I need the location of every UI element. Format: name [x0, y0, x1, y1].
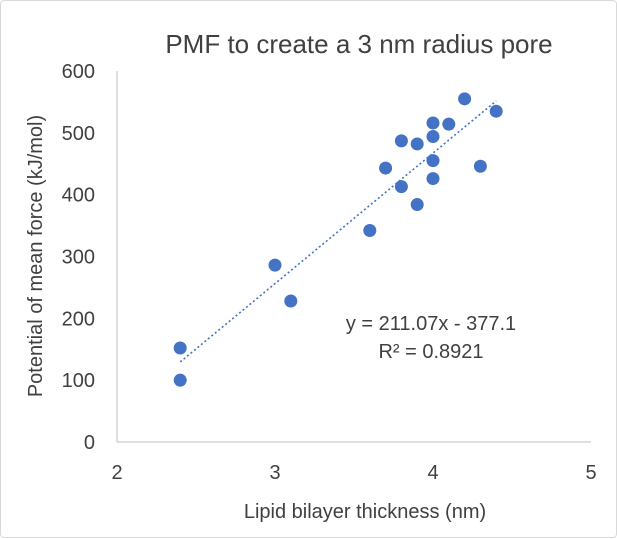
x-tick-label: 2 — [111, 462, 122, 484]
data-point — [489, 104, 503, 118]
data-point — [426, 130, 440, 144]
x-tick-labels: 2 3 4 5 — [111, 462, 596, 484]
data-point — [473, 159, 487, 173]
x-tick-label: 4 — [427, 462, 438, 484]
data-point — [426, 172, 440, 186]
data-point — [426, 116, 440, 130]
data-point — [394, 180, 408, 194]
data-point — [173, 373, 187, 387]
data-point — [268, 258, 282, 272]
data-points — [173, 92, 503, 387]
x-tick-label: 3 — [269, 462, 280, 484]
y-tick-label: 300 — [62, 247, 95, 269]
data-point — [458, 92, 472, 106]
y-tick-label: 500 — [62, 123, 95, 145]
trendline-equation: y = 211.07x - 377.1 — [346, 313, 516, 335]
y-axis-title: Potential of mean force (kJ/mol) — [25, 115, 47, 397]
data-point — [284, 294, 298, 308]
y-tick-label: 400 — [62, 185, 95, 207]
data-point — [410, 137, 424, 151]
data-point — [363, 224, 377, 238]
y-tick-label: 200 — [62, 308, 95, 330]
data-point — [379, 161, 393, 175]
data-point — [394, 134, 408, 148]
data-point — [426, 154, 440, 168]
trendline — [179, 100, 497, 363]
chart-title: PMF to create a 3 nm radius pore — [165, 29, 552, 59]
y-tick-label: 0 — [84, 432, 95, 454]
x-axis-title: Lipid bilayer thickness (nm) — [244, 501, 486, 523]
x-tick-label: 5 — [585, 462, 596, 484]
data-point — [410, 198, 424, 212]
data-point — [442, 117, 456, 131]
data-point — [173, 341, 187, 355]
y-tick-label: 600 — [62, 61, 95, 83]
y-tick-label: 100 — [62, 370, 95, 392]
trendline-r2: R² = 0.8921 — [378, 341, 483, 363]
y-tick-labels: 0 100 200 300 400 500 600 — [62, 61, 95, 454]
